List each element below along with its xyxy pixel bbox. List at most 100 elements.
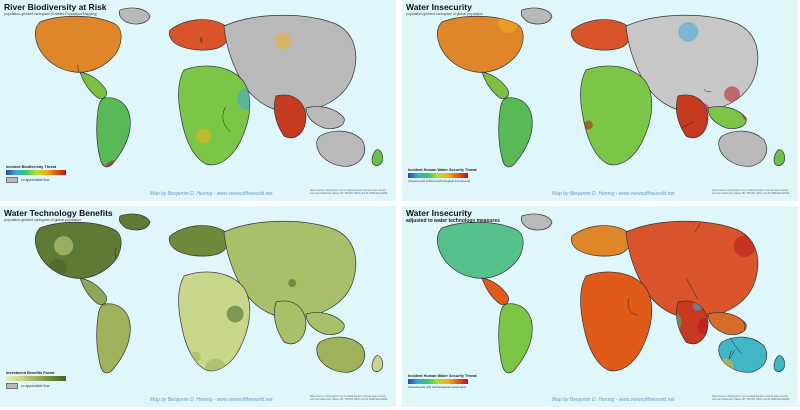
texture-blot: [247, 345, 263, 361]
landmass-europe: [570, 225, 632, 257]
texture-blot: [484, 105, 493, 114]
texture-blot: [13, 342, 29, 358]
texture-blot: [366, 93, 379, 106]
region-north-america: [436, 221, 573, 333]
texture-blot: [444, 74, 466, 96]
river-line: [548, 280, 554, 292]
texture-blot: [271, 370, 279, 378]
texture-blot: [472, 315, 491, 334]
texture-blot: [657, 345, 676, 364]
river-line: [454, 76, 457, 105]
texture-blot: [529, 370, 552, 393]
texture-blot: [133, 239, 151, 257]
river-line: [518, 50, 526, 74]
river-line: [164, 369, 173, 377]
texture-blot: [711, 344, 719, 352]
texture-blot: [115, 58, 136, 79]
landmass-australia: [718, 130, 767, 167]
texture-blot: [440, 325, 464, 349]
texture-blot: [158, 316, 170, 328]
texture-blot: [29, 68, 41, 80]
river-line: [222, 106, 231, 132]
texture-blot: [565, 325, 573, 333]
texture-blot: [162, 149, 180, 167]
texture-blot: [565, 151, 577, 163]
panel-title: Water Insecurity: [406, 2, 472, 12]
texture-blot: [562, 164, 575, 177]
texture-blot: [474, 326, 484, 336]
region-africa: [178, 271, 251, 372]
texture-blot: [654, 107, 670, 113]
texture-blot: [529, 51, 549, 71]
texture-blot: [42, 128, 59, 145]
region-south-america: [498, 303, 533, 374]
texture-blot: [141, 79, 152, 90]
texture-blot: [765, 316, 783, 334]
texture-blot: [147, 342, 169, 364]
river-line: [69, 64, 79, 73]
river-line: [280, 345, 292, 355]
texture-blot: [733, 235, 756, 257]
texture-blot: [421, 141, 438, 158]
texture-blot: [267, 148, 280, 161]
texture-blot: [154, 364, 164, 374]
data-sources: Data Sources: Vörösmarty CJ et al. Globa…: [712, 396, 790, 402]
region-southeast-asia: [42, 99, 345, 157]
texture-blot: [565, 349, 587, 371]
river-line: [257, 104, 264, 117]
region-australia: [526, 130, 767, 167]
landmass-south-america: [498, 97, 533, 168]
texture-blot: [583, 120, 593, 130]
landmass-southeast-asia: [707, 106, 747, 129]
river-line: [538, 83, 552, 94]
texture-blot: [482, 286, 488, 303]
river-line: [543, 50, 546, 68]
texture-blot: [280, 346, 300, 366]
data-sources: Data Sources: Vörösmarty CJ et al. Globa…: [712, 190, 790, 196]
texture-blot: [526, 143, 543, 160]
texture-blot: [143, 26, 162, 45]
texture-blot: [680, 344, 694, 358]
texture-blot: [81, 135, 89, 143]
texture-blot: [69, 308, 87, 326]
river-line: [199, 36, 203, 44]
legend-no-data-label: no appreciable flow: [21, 178, 50, 182]
river-line: [212, 376, 227, 383]
texture-blot: [248, 108, 265, 125]
texture-blot: [300, 151, 322, 173]
river-line: [559, 292, 564, 297]
texture-blot: [31, 54, 38, 61]
river-line: [82, 309, 89, 322]
world-map: [29, 7, 383, 173]
texture-blot: [523, 165, 544, 186]
texture-blot: [274, 136, 280, 138]
texture-blot: [360, 283, 373, 296]
texture-blot: [556, 160, 566, 170]
texture-blot: [275, 32, 292, 50]
legend-color-scale: [408, 379, 468, 384]
region-australia: [33, 53, 365, 167]
river-line: [179, 147, 192, 172]
texture-blot: [150, 244, 162, 256]
texture-blot: [329, 208, 337, 216]
texture-blot: [190, 351, 201, 363]
texture-blot: [458, 76, 479, 97]
map-credit: Map by Benjamin D. Hennig - www.viewsoft…: [150, 397, 273, 403]
texture-blot: [636, 2, 649, 15]
texture-blot: [280, 361, 293, 374]
river-line: [352, 80, 355, 90]
texture-blot: [248, 307, 250, 322]
texture-blot: [72, 99, 79, 106]
texture-blot: [708, 171, 714, 177]
texture-blot: [557, 113, 564, 120]
texture-blot: [122, 359, 141, 378]
river-line: [766, 74, 779, 96]
texture-blot: [302, 206, 320, 224]
river-line: [591, 49, 602, 60]
texture-blot: [153, 310, 160, 317]
world-map: [436, 213, 785, 393]
texture-blot: [238, 150, 245, 157]
river-line: [33, 53, 36, 66]
region-new-zealand: [657, 345, 785, 372]
river-line: [142, 47, 148, 55]
